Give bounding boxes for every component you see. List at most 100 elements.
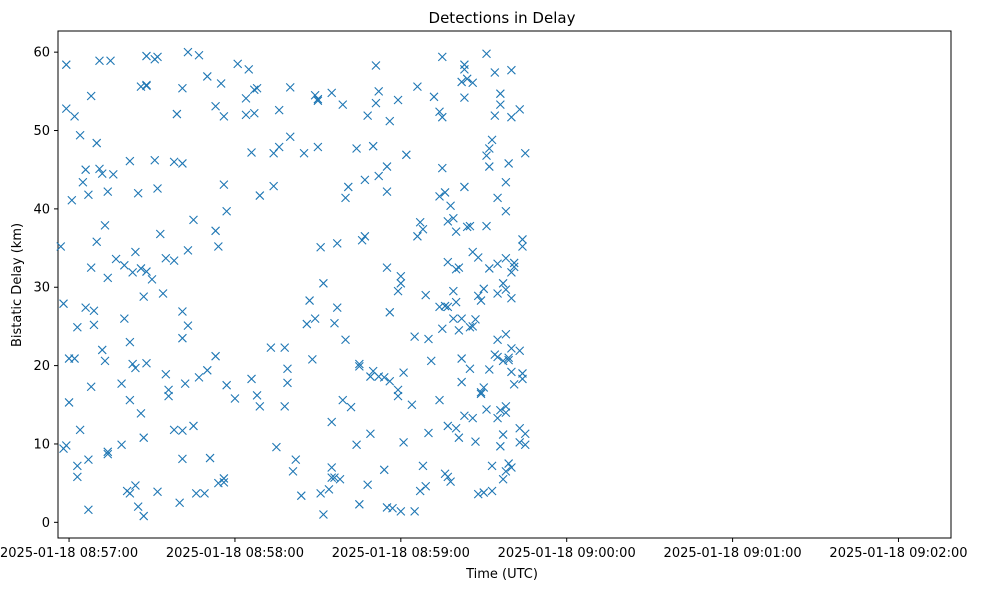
data-point xyxy=(296,491,306,501)
data-point xyxy=(283,364,292,374)
data-point xyxy=(476,387,486,397)
data-point xyxy=(319,278,328,288)
data-point xyxy=(274,142,284,152)
data-point xyxy=(401,150,411,160)
x-axis: 2025-01-18 08:57:00 2025-01-18 08:58:00 20… xyxy=(0,538,968,561)
data-point xyxy=(471,314,480,324)
data-point xyxy=(164,391,173,401)
data-point xyxy=(200,488,209,498)
data-point xyxy=(341,335,350,345)
data-point xyxy=(266,343,276,352)
data-point xyxy=(247,374,256,384)
data-point xyxy=(280,343,290,352)
data-point xyxy=(249,108,259,118)
data-point xyxy=(354,361,364,371)
data-point xyxy=(61,104,71,113)
data-point xyxy=(507,267,516,277)
data-point xyxy=(501,177,511,187)
data-point xyxy=(343,182,353,192)
data-point xyxy=(493,289,502,298)
data-point xyxy=(415,217,425,227)
data-point xyxy=(133,502,143,512)
data-point xyxy=(518,242,527,251)
data-point xyxy=(183,321,193,331)
data-point xyxy=(139,511,149,521)
data-point xyxy=(495,441,505,451)
data-point xyxy=(291,455,301,465)
data-point xyxy=(255,401,265,411)
data-point xyxy=(473,291,483,301)
data-point xyxy=(382,162,392,171)
data-point xyxy=(103,449,113,459)
data-point xyxy=(382,263,392,273)
data-point xyxy=(360,175,370,185)
data-point xyxy=(70,112,79,121)
data-point xyxy=(495,100,505,110)
data-point xyxy=(393,391,403,401)
data-point xyxy=(473,253,483,262)
data-point xyxy=(460,411,469,421)
data-point xyxy=(413,82,422,92)
data-point xyxy=(269,181,279,191)
data-point xyxy=(164,385,173,395)
y-tick-label: 20 xyxy=(33,359,50,374)
data-point xyxy=(299,148,309,158)
data-point xyxy=(460,182,469,192)
data-point xyxy=(161,369,171,379)
y-tick-label: 60 xyxy=(33,46,50,61)
data-point xyxy=(330,473,339,483)
data-point xyxy=(341,193,350,203)
data-point xyxy=(255,191,265,200)
data-point xyxy=(244,65,254,74)
data-point xyxy=(484,365,494,374)
data-point xyxy=(252,390,262,400)
data-point xyxy=(56,242,66,251)
data-point xyxy=(435,191,444,201)
data-point xyxy=(421,481,431,491)
y-tick-label: 50 xyxy=(33,124,50,139)
data-point xyxy=(509,380,519,389)
data-point xyxy=(111,254,121,264)
data-point xyxy=(443,421,453,431)
data-point xyxy=(131,247,140,257)
data-point xyxy=(473,489,483,499)
data-point xyxy=(313,96,323,106)
data-point xyxy=(153,184,162,193)
data-point xyxy=(106,56,115,66)
data-point xyxy=(274,105,284,115)
data-point xyxy=(518,374,527,384)
data-point xyxy=(437,324,447,334)
data-point xyxy=(305,296,314,305)
data-point xyxy=(482,221,491,231)
data-point xyxy=(490,68,500,77)
data-point xyxy=(285,132,295,142)
data-point xyxy=(451,264,461,274)
data-point xyxy=(233,59,243,69)
data-point xyxy=(471,437,480,447)
data-point xyxy=(136,264,146,273)
x-tick-label: 2025-01-18 09:01:00 xyxy=(664,546,802,561)
data-point xyxy=(178,454,187,464)
data-point xyxy=(448,314,458,323)
data-point xyxy=(125,337,135,347)
data-point xyxy=(128,267,138,277)
data-point xyxy=(316,242,326,252)
data-point xyxy=(493,352,502,362)
data-point xyxy=(385,116,395,126)
data-point xyxy=(410,506,420,516)
data-point xyxy=(175,498,185,508)
data-point xyxy=(219,474,229,483)
data-point xyxy=(219,180,229,189)
data-point xyxy=(125,156,135,166)
data-point xyxy=(501,401,511,411)
data-point xyxy=(142,80,151,90)
data-point xyxy=(183,47,193,57)
data-point xyxy=(515,346,525,356)
data-point xyxy=(515,438,525,447)
data-point xyxy=(457,377,467,387)
data-point xyxy=(396,271,406,281)
data-point xyxy=(515,104,525,114)
data-point xyxy=(142,81,151,91)
data-point xyxy=(194,372,204,382)
data-point xyxy=(468,78,478,88)
